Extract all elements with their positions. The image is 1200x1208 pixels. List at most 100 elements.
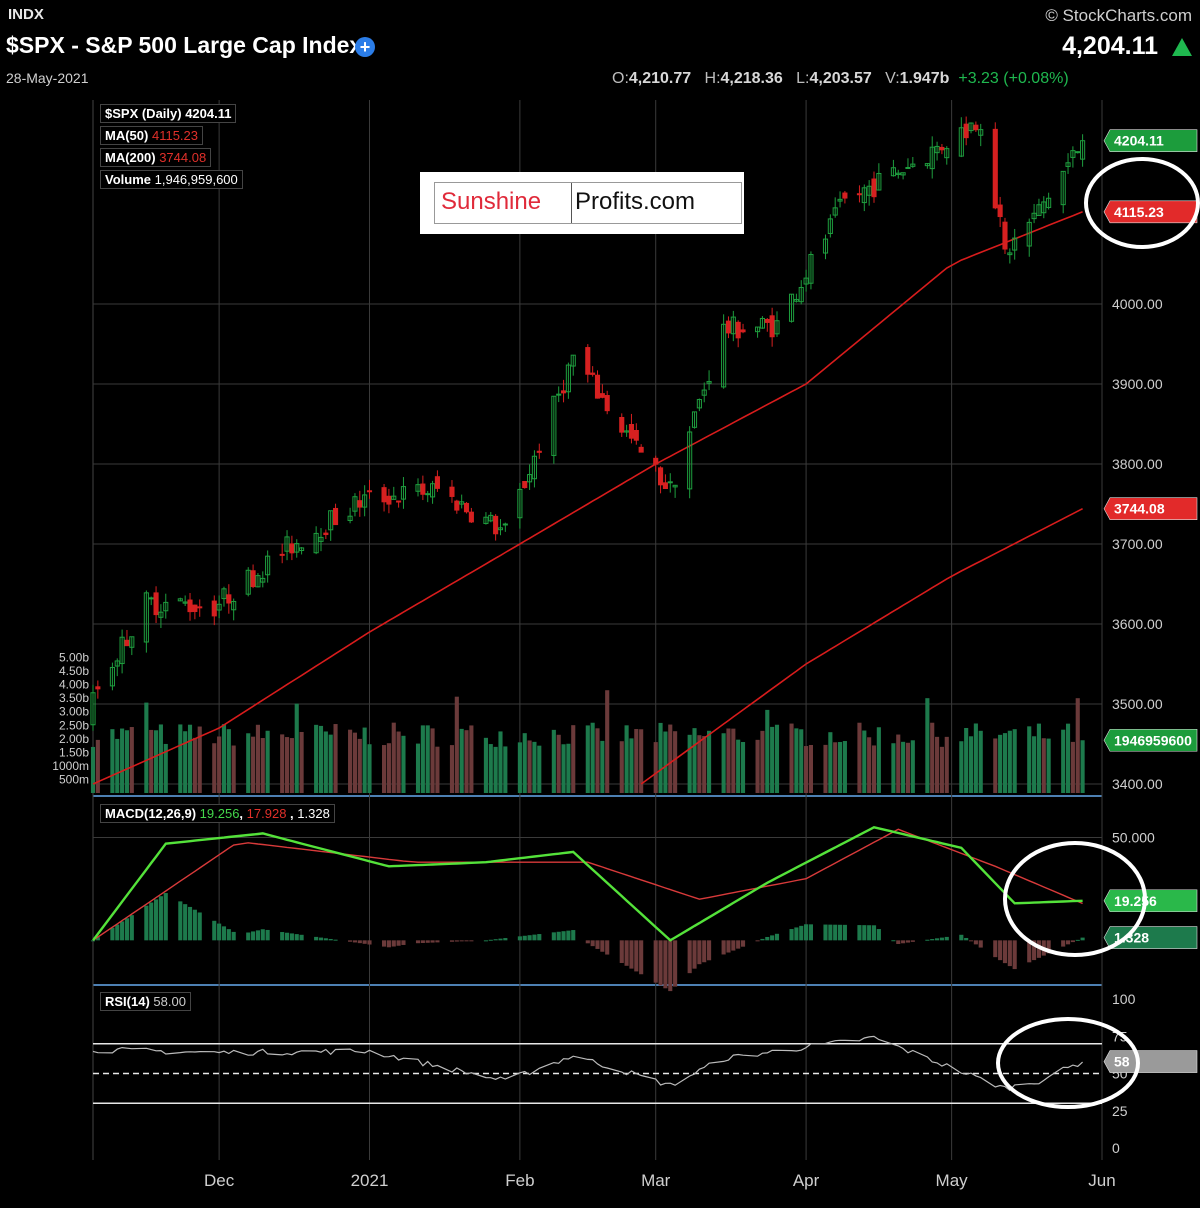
- macd-histogram-bar: [867, 925, 872, 941]
- macd-histogram-bar: [435, 940, 440, 943]
- macd-histogram-bar: [794, 927, 799, 941]
- volume-bar: [1041, 738, 1046, 793]
- volume-bar: [459, 728, 464, 793]
- volume-bar: [488, 744, 493, 793]
- candle-body: [759, 317, 765, 329]
- ohlc-bar: O:4,210.77 H:4,218.36 L:4,203.57 V:1.947…: [612, 70, 1069, 87]
- candle-body: [289, 543, 295, 554]
- candle-body: [968, 122, 974, 132]
- macd-histogram-bar: [605, 940, 610, 955]
- volume-bar: [658, 722, 663, 793]
- candle-body: [973, 124, 979, 131]
- volume-bar: [561, 744, 566, 793]
- volume-bar: [352, 732, 358, 793]
- macd-histogram-bar: [755, 940, 760, 942]
- candle-body: [992, 128, 998, 209]
- macd-histogram-bar: [968, 940, 974, 942]
- volume-bar: [993, 738, 998, 793]
- volume-bar: [968, 736, 974, 793]
- candle-body: [177, 598, 183, 602]
- macd-histogram-bar: [503, 938, 508, 941]
- macd-histogram-bar: [362, 940, 367, 944]
- macd-line: [92, 826, 1083, 942]
- rsi-tick-label: 100: [1112, 991, 1136, 1007]
- macd-tag-bg: [1103, 889, 1198, 913]
- volume-bar: [939, 746, 944, 793]
- x-tick-label: 2021: [351, 1171, 389, 1190]
- candle-body: [352, 496, 358, 512]
- candle-body: [114, 660, 120, 667]
- candle-body: [163, 601, 169, 612]
- volume-bar: [1007, 730, 1012, 793]
- macd-histogram-bar: [90, 940, 96, 942]
- candle-body: [944, 148, 950, 159]
- candle-body: [347, 515, 353, 521]
- volume-bar: [1002, 733, 1008, 793]
- macd-histogram-bar: [561, 931, 566, 941]
- candle-body: [182, 601, 188, 604]
- macd-histogram-bar: [876, 929, 881, 941]
- macd-histogram-bar: [624, 940, 629, 966]
- macd-histogram-bar: [639, 940, 644, 975]
- macd-histogram-bar: [939, 937, 944, 941]
- macd-histogram-bar: [1032, 940, 1037, 961]
- macd-histogram-bar: [1002, 940, 1008, 964]
- macd-histogram-bar: [115, 924, 120, 941]
- volume-bar: [833, 742, 838, 793]
- macd-histogram-bar: [1061, 940, 1066, 947]
- candle-body: [565, 364, 571, 393]
- volume-bar: [566, 743, 571, 793]
- candle-body: [934, 145, 940, 154]
- volume-bar: [1070, 741, 1075, 793]
- candle-body: [1070, 150, 1076, 158]
- candle-body: [1002, 221, 1008, 250]
- candle-body: [924, 163, 930, 167]
- volume-bar: [289, 738, 294, 793]
- price-tick-label: 4000.00: [1112, 296, 1163, 312]
- volume-bar: [973, 723, 978, 793]
- macd-histogram-bar: [396, 940, 401, 946]
- x-tick-label: Apr: [793, 1171, 820, 1190]
- macd-histogram-bar: [692, 940, 697, 969]
- candle-body: [255, 575, 261, 588]
- volume-bar: [1065, 723, 1071, 793]
- copyright[interactable]: © StockCharts.com: [1045, 6, 1192, 25]
- volume-bar: [454, 696, 459, 793]
- volume-bar: [774, 724, 780, 793]
- macd-histogram-bar: [144, 905, 149, 941]
- rsi-line: [92, 1035, 1084, 1092]
- add-icon[interactable]: +: [355, 37, 375, 57]
- macd-histogram-bar: [187, 906, 193, 941]
- volume-bar: [600, 740, 605, 793]
- candle-body: [323, 532, 329, 536]
- candle-body: [696, 399, 702, 409]
- watermark-part1: Sunshine: [441, 188, 542, 215]
- candle-body: [517, 488, 523, 519]
- macd-histogram-bar: [459, 940, 464, 942]
- candle-body: [332, 507, 339, 526]
- candle-body: [158, 611, 164, 618]
- volume-tick-label: 1000m: [52, 759, 89, 773]
- macd-histogram-bar: [1080, 937, 1085, 941]
- volume-bar: [537, 745, 542, 793]
- volume-bar: [284, 737, 290, 793]
- candle-body: [551, 395, 557, 456]
- macd-histogram-bar: [697, 940, 702, 965]
- candle-body: [1065, 162, 1071, 167]
- rsi-tag-bg: [1103, 1050, 1198, 1073]
- macd-histogram-bar: [993, 940, 998, 958]
- volume-bar: [595, 728, 600, 793]
- macd-histogram-bar: [687, 940, 692, 974]
- volume-bar: [736, 739, 741, 793]
- volume-bar: [770, 726, 775, 793]
- candle-body: [124, 639, 130, 647]
- volume-bar: [590, 722, 595, 793]
- price-legend: $SPX (Daily) 4204.11 MA(50) 4115.23 MA(2…: [100, 104, 243, 189]
- macd-histogram-bar: [178, 901, 183, 941]
- volume-bar: [551, 729, 556, 793]
- volume-tag-bg: [1103, 728, 1198, 752]
- macd-histogram-bar: [367, 940, 372, 945]
- candle-body: [827, 218, 833, 234]
- candle-body: [468, 511, 474, 523]
